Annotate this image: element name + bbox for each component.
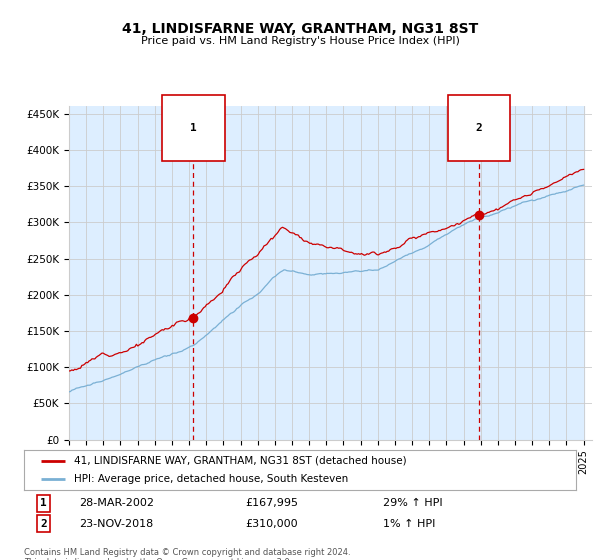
Text: 1: 1 xyxy=(190,123,197,133)
Text: £167,995: £167,995 xyxy=(245,498,298,508)
Text: 29% ↑ HPI: 29% ↑ HPI xyxy=(383,498,442,508)
Text: 28-MAR-2002: 28-MAR-2002 xyxy=(79,498,154,508)
Text: 41, LINDISFARNE WAY, GRANTHAM, NG31 8ST (detached house): 41, LINDISFARNE WAY, GRANTHAM, NG31 8ST … xyxy=(74,456,406,465)
Text: 1: 1 xyxy=(40,498,47,508)
Text: HPI: Average price, detached house, South Kesteven: HPI: Average price, detached house, Sout… xyxy=(74,474,348,484)
Text: £310,000: £310,000 xyxy=(245,519,298,529)
Text: 23-NOV-2018: 23-NOV-2018 xyxy=(79,519,154,529)
Text: Price paid vs. HM Land Registry's House Price Index (HPI): Price paid vs. HM Land Registry's House … xyxy=(140,36,460,46)
Text: 41, LINDISFARNE WAY, GRANTHAM, NG31 8ST: 41, LINDISFARNE WAY, GRANTHAM, NG31 8ST xyxy=(122,22,478,36)
Text: 1% ↑ HPI: 1% ↑ HPI xyxy=(383,519,435,529)
Text: 2: 2 xyxy=(476,123,482,133)
Text: 2: 2 xyxy=(40,519,47,529)
Text: Contains HM Land Registry data © Crown copyright and database right 2024.
This d: Contains HM Land Registry data © Crown c… xyxy=(24,548,350,560)
